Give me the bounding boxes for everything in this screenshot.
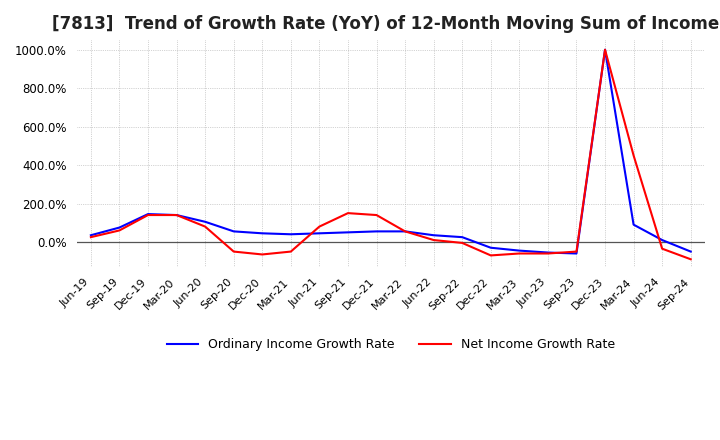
Net Income Growth Rate bbox=[658, 246, 667, 251]
Net Income Growth Rate bbox=[172, 213, 181, 218]
Net Income Growth Rate bbox=[201, 224, 210, 229]
Ordinary Income Growth Rate bbox=[86, 233, 95, 238]
Ordinary Income Growth Rate bbox=[429, 233, 438, 238]
Net Income Growth Rate bbox=[487, 253, 495, 258]
Ordinary Income Growth Rate bbox=[343, 230, 352, 235]
Net Income Growth Rate bbox=[544, 251, 552, 256]
Ordinary Income Growth Rate bbox=[172, 213, 181, 218]
Net Income Growth Rate bbox=[230, 249, 238, 254]
Line: Net Income Growth Rate: Net Income Growth Rate bbox=[91, 50, 690, 259]
Net Income Growth Rate bbox=[86, 235, 95, 240]
Ordinary Income Growth Rate bbox=[600, 47, 609, 52]
Net Income Growth Rate bbox=[515, 251, 523, 256]
Net Income Growth Rate bbox=[572, 249, 581, 254]
Net Income Growth Rate bbox=[115, 228, 124, 233]
Net Income Growth Rate bbox=[458, 240, 467, 246]
Net Income Growth Rate bbox=[600, 47, 609, 52]
Net Income Growth Rate bbox=[343, 210, 352, 216]
Ordinary Income Growth Rate bbox=[572, 251, 581, 256]
Ordinary Income Growth Rate bbox=[629, 222, 638, 227]
Net Income Growth Rate bbox=[258, 252, 266, 257]
Net Income Growth Rate bbox=[401, 229, 410, 234]
Net Income Growth Rate bbox=[372, 213, 381, 218]
Title: [7813]  Trend of Growth Rate (YoY) of 12-Month Moving Sum of Incomes: [7813] Trend of Growth Rate (YoY) of 12-… bbox=[53, 15, 720, 33]
Ordinary Income Growth Rate bbox=[658, 238, 667, 243]
Ordinary Income Growth Rate bbox=[287, 231, 295, 237]
Ordinary Income Growth Rate bbox=[372, 229, 381, 234]
Ordinary Income Growth Rate bbox=[544, 250, 552, 255]
Ordinary Income Growth Rate bbox=[115, 225, 124, 230]
Ordinary Income Growth Rate bbox=[201, 219, 210, 224]
Ordinary Income Growth Rate bbox=[458, 235, 467, 240]
Net Income Growth Rate bbox=[429, 238, 438, 243]
Net Income Growth Rate bbox=[629, 153, 638, 158]
Net Income Growth Rate bbox=[144, 213, 153, 218]
Ordinary Income Growth Rate bbox=[144, 212, 153, 217]
Ordinary Income Growth Rate bbox=[487, 245, 495, 250]
Ordinary Income Growth Rate bbox=[315, 231, 324, 236]
Net Income Growth Rate bbox=[686, 257, 695, 262]
Legend: Ordinary Income Growth Rate, Net Income Growth Rate: Ordinary Income Growth Rate, Net Income … bbox=[162, 333, 620, 356]
Ordinary Income Growth Rate bbox=[686, 249, 695, 254]
Ordinary Income Growth Rate bbox=[401, 229, 410, 234]
Ordinary Income Growth Rate bbox=[515, 248, 523, 253]
Ordinary Income Growth Rate bbox=[258, 231, 266, 236]
Ordinary Income Growth Rate bbox=[230, 229, 238, 234]
Net Income Growth Rate bbox=[287, 249, 295, 254]
Net Income Growth Rate bbox=[315, 224, 324, 229]
Line: Ordinary Income Growth Rate: Ordinary Income Growth Rate bbox=[91, 50, 690, 253]
